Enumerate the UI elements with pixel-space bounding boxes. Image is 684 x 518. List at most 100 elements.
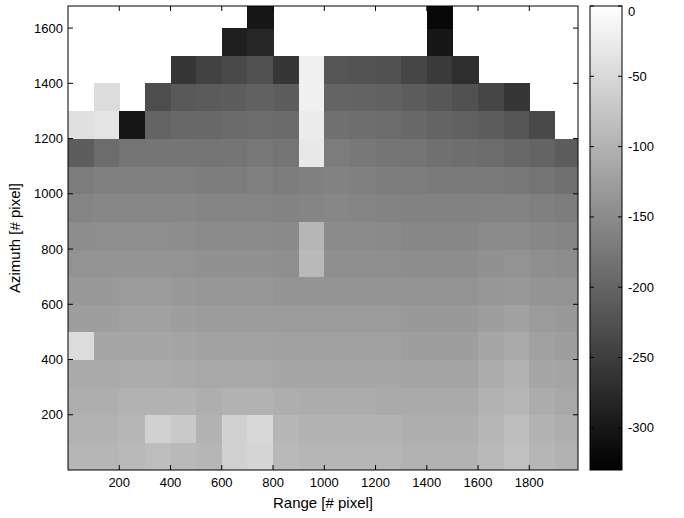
heat-cell — [196, 249, 222, 277]
heat-cell — [196, 415, 222, 443]
colorbar-tick — [590, 427, 594, 428]
x-tick-label: 1400 — [412, 475, 441, 490]
heat-cell — [94, 332, 120, 360]
colorbar-tick-label: -100 — [628, 139, 654, 154]
heat-cell — [273, 332, 299, 360]
heat-cell — [478, 139, 504, 167]
heat-cell — [324, 249, 350, 277]
y-tick-label: 1400 — [34, 76, 63, 91]
heat-cell — [222, 221, 248, 249]
heat-cell — [222, 387, 248, 415]
heat-cell — [119, 387, 145, 415]
heat-cell — [504, 221, 530, 249]
heat-cell — [145, 221, 171, 249]
heat-cell — [350, 111, 376, 139]
heat-cell — [145, 139, 171, 167]
heat-cell — [350, 442, 376, 470]
y-tick-right — [573, 83, 578, 84]
heat-cell — [401, 194, 427, 222]
y-tick-right — [573, 359, 578, 360]
heat-cell — [171, 221, 197, 249]
heat-cell — [299, 166, 325, 194]
colorbar-tick-label: -200 — [628, 280, 654, 295]
heat-cell — [145, 166, 171, 194]
heat-cell — [376, 304, 402, 332]
x-tick-label: 600 — [211, 475, 233, 490]
heat-cell — [529, 166, 555, 194]
x-tick-top — [119, 6, 120, 11]
heat-cell — [273, 83, 299, 111]
heat-cell — [145, 360, 171, 388]
heat-cell — [529, 139, 555, 167]
heat-cell — [555, 332, 578, 360]
x-axis-title: Range [# pixel] — [273, 494, 373, 511]
heat-cell — [427, 221, 453, 249]
heat-cell — [171, 415, 197, 443]
heat-cell — [452, 221, 478, 249]
heat-cell — [324, 332, 350, 360]
heat-cell — [555, 139, 578, 167]
heat-cell — [145, 387, 171, 415]
heat-cell — [504, 111, 530, 139]
heat-cell — [401, 415, 427, 443]
heat-cell — [196, 277, 222, 305]
heat-cell — [145, 304, 171, 332]
heat-cell — [427, 56, 453, 84]
x-tick-label: 400 — [160, 475, 182, 490]
heat-cell — [452, 387, 478, 415]
heat-cell — [324, 277, 350, 305]
heat-cell — [247, 304, 273, 332]
heat-cell — [145, 442, 171, 470]
heat-cell — [452, 111, 478, 139]
heat-cell — [555, 194, 578, 222]
heat-cell — [119, 277, 145, 305]
heat-cell — [324, 387, 350, 415]
heat-cell — [529, 277, 555, 305]
heat-cell — [324, 415, 350, 443]
heat-cell — [452, 360, 478, 388]
x-tick-label: 1000 — [310, 475, 339, 490]
y-tick — [68, 414, 73, 415]
heat-cell — [427, 442, 453, 470]
heat-cell — [555, 360, 578, 388]
heat-cell — [376, 139, 402, 167]
heat-cell — [299, 415, 325, 443]
heat-cell — [401, 83, 427, 111]
x-tick-top — [375, 6, 376, 11]
heat-cell — [68, 221, 94, 249]
heat-cell — [171, 56, 197, 84]
heat-cell — [171, 166, 197, 194]
heat-cell — [452, 415, 478, 443]
heat-cell — [196, 56, 222, 84]
heat-cell — [504, 387, 530, 415]
plot-background — [68, 6, 578, 470]
heat-cell — [529, 415, 555, 443]
heat-cell — [427, 83, 453, 111]
heat-cell — [171, 304, 197, 332]
heat-cell — [171, 387, 197, 415]
heat-cell — [401, 111, 427, 139]
heat-cell — [452, 304, 478, 332]
heat-cell — [529, 304, 555, 332]
colorbar-tick — [618, 427, 622, 428]
x-tick — [119, 465, 120, 470]
heat-cell — [171, 249, 197, 277]
heat-cell — [350, 56, 376, 84]
heat-cell — [376, 415, 402, 443]
heat-cell — [196, 332, 222, 360]
colorbar-tick — [618, 76, 622, 77]
colorbar-tick — [618, 6, 622, 7]
y-tick — [68, 249, 73, 250]
heat-cell — [452, 83, 478, 111]
heat-cell — [529, 221, 555, 249]
heat-cell — [68, 139, 94, 167]
heat-cell — [299, 387, 325, 415]
heat-cell — [529, 442, 555, 470]
heat-cell — [119, 304, 145, 332]
y-tick-label: 1200 — [34, 131, 63, 146]
heat-cell — [555, 442, 578, 470]
x-tick-top — [529, 6, 530, 11]
heat-cell — [350, 249, 376, 277]
heat-cell — [478, 332, 504, 360]
x-tick — [324, 465, 325, 470]
